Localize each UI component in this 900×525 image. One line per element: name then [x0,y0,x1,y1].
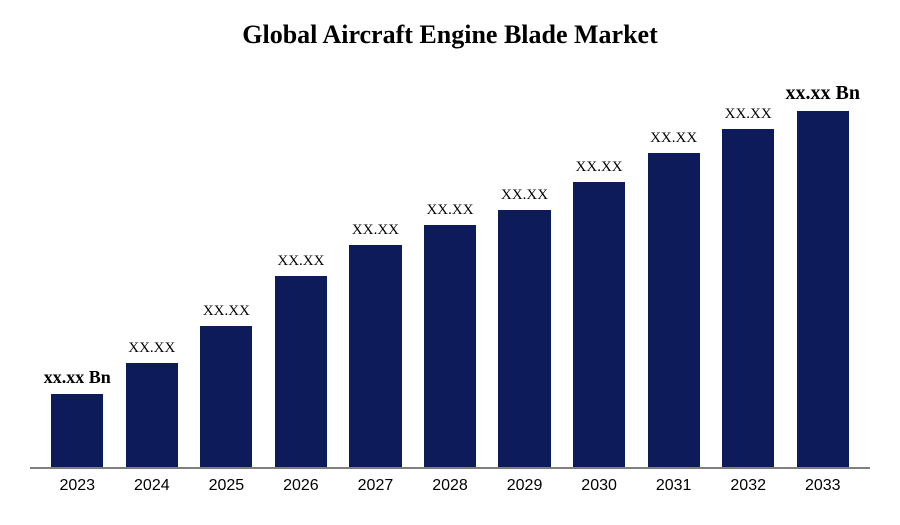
bar-group: XX.XX [711,80,786,467]
chart-title: Global Aircraft Engine Blade Market [30,20,870,50]
bar-value-label: xx.xx Bn [786,82,860,105]
bar [349,245,401,467]
x-tick-label: 2023 [40,477,115,495]
bar-group: XX.XX [264,80,339,467]
bar [200,326,252,467]
x-tick-label: 2032 [711,477,786,495]
x-tick-label: 2029 [487,477,562,495]
bar-value-label: XX.XX [725,106,772,123]
bar-group: XX.XX [487,80,562,467]
bar-value-label: XX.XX [501,187,548,204]
x-tick-label: 2033 [785,477,860,495]
x-axis: 2023202420252026202720282029203020312032… [30,469,870,495]
bar-group: XX.XX [115,80,190,467]
bar-value-label: XX.XX [426,202,473,219]
bar [126,363,178,467]
bar [573,182,625,467]
bar-value-label: XX.XX [352,222,399,239]
bar [722,129,774,467]
x-tick-label: 2026 [264,477,339,495]
bar-group: XX.XX [189,80,264,467]
bar [51,394,103,467]
x-tick-label: 2028 [413,477,488,495]
bar-group: XX.XX [338,80,413,467]
bar-group: XX.XX [636,80,711,467]
bar [424,225,476,467]
bar-value-label: XX.XX [576,159,623,176]
bar [797,111,849,467]
bar-group: xx.xx Bn [785,80,860,467]
bar-group: XX.XX [562,80,637,467]
bar [498,210,550,467]
bar-group: xx.xx Bn [40,80,115,467]
bar-group: XX.XX [413,80,488,467]
x-tick-label: 2030 [562,477,637,495]
x-tick-label: 2027 [338,477,413,495]
plot-area: xx.xx Bn XX.XX XX.XX XX.XX XX.XX XX.XX XX.XX XX… [30,80,870,469]
x-tick-label: 2025 [189,477,264,495]
chart-container: Global Aircraft Engine Blade Market xx.x… [0,0,900,525]
bar-value-label: XX.XX [128,340,175,357]
bar-value-label: XX.XX [650,130,697,147]
bar-value-label: XX.XX [277,253,324,270]
bar [648,153,700,467]
bar-value-label: xx.xx Bn [44,367,111,388]
bar-value-label: XX.XX [203,303,250,320]
bar [275,276,327,467]
x-tick-label: 2024 [115,477,190,495]
x-tick-label: 2031 [636,477,711,495]
